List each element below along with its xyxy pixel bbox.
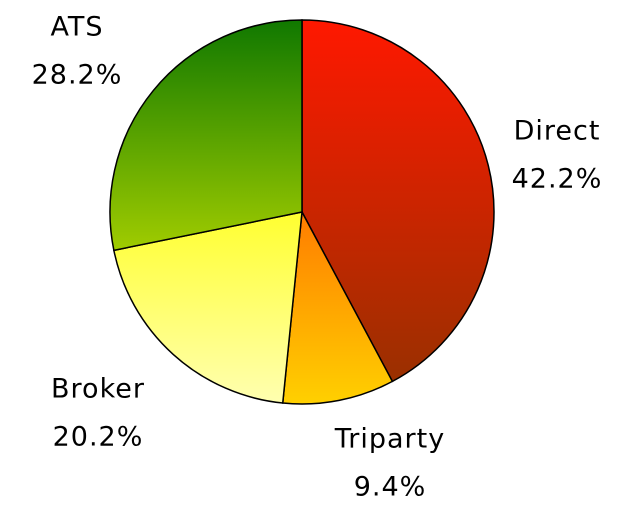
- pie-slice: [109, 19, 303, 252]
- slice-value-label: 20.2%: [53, 422, 144, 453]
- pie-slice: [112, 211, 303, 404]
- slice-label: ATS: [50, 12, 103, 43]
- slice-value-label: 42.2%: [512, 164, 603, 195]
- slice-label: Triparty: [334, 424, 445, 455]
- pie-slice: [281, 209, 394, 405]
- slice-label: Direct: [514, 116, 601, 147]
- slice-value-label: 9.4%: [354, 472, 427, 503]
- pie-slice: [301, 19, 495, 383]
- slice-label: Broker: [51, 374, 145, 405]
- slice-value-label: 28.2%: [32, 60, 123, 91]
